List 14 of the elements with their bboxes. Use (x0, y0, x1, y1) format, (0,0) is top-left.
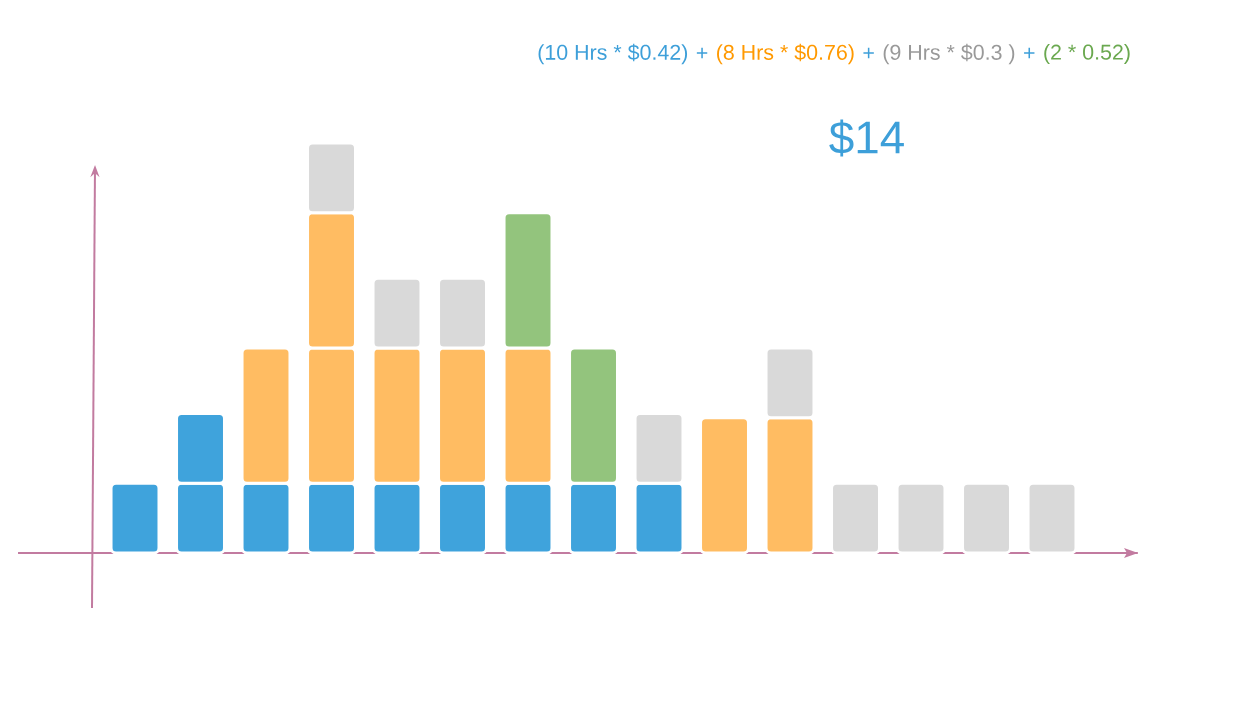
text: (8 Hrs * $0.76) (717, 43, 854, 65)
bar (109, 481, 161, 555)
text: + (863, 47, 874, 59)
text: + (1024, 47, 1035, 59)
bar (830, 481, 881, 555)
annotation: $14 (829, 119, 904, 157)
text: (9 Hrs * $0.3 ) (883, 43, 1015, 65)
bar (895, 481, 947, 555)
text: (10 Hrs * $0.42) (538, 43, 688, 65)
text: (2 * 0.52) (1044, 44, 1130, 64)
text: + (696, 47, 708, 59)
bar (699, 416, 750, 555)
bar (1026, 481, 1078, 555)
bar (961, 481, 1012, 555)
